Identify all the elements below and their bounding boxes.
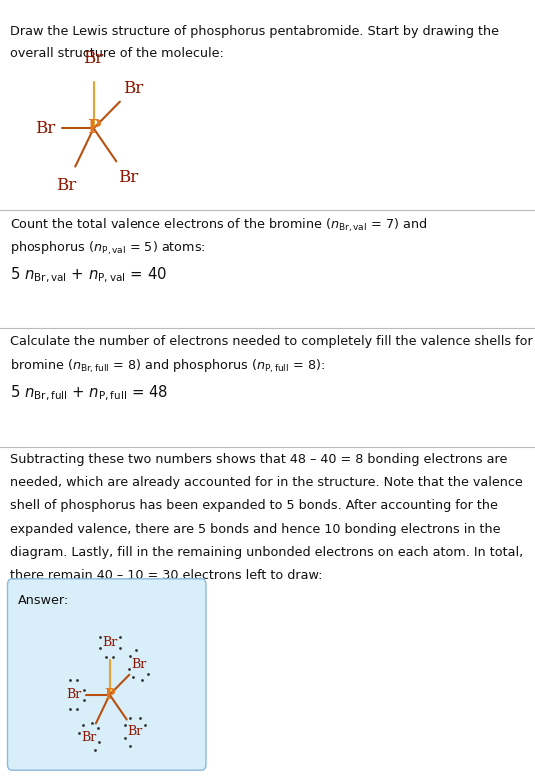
Text: Br: Br — [123, 79, 143, 96]
Text: Br: Br — [81, 731, 97, 744]
Text: overall structure of the molecule:: overall structure of the molecule: — [10, 47, 224, 60]
Text: phosphorus ($n_{\mathrm{P,val}}$ = 5) atoms:: phosphorus ($n_{\mathrm{P,val}}$ = 5) at… — [10, 240, 205, 257]
Text: 5 $n_{\mathrm{Br,full}}$ + $n_{\mathrm{P,full}}$ = 48: 5 $n_{\mathrm{Br,full}}$ + $n_{\mathrm{P… — [10, 384, 168, 403]
Text: Answer:: Answer: — [18, 594, 70, 608]
Text: needed, which are already accounted for in the structure. Note that the valence: needed, which are already accounted for … — [10, 476, 522, 489]
Text: Br: Br — [132, 658, 147, 671]
Text: P: P — [87, 119, 101, 138]
Text: Br: Br — [66, 689, 81, 701]
Text: 5 $n_{\mathrm{Br,val}}$ + $n_{\mathrm{P,val}}$ = 40: 5 $n_{\mathrm{Br,val}}$ + $n_{\mathrm{P,… — [10, 265, 166, 285]
Text: Br: Br — [83, 50, 104, 67]
Text: P: P — [104, 688, 115, 702]
Text: expanded valence, there are 5 bonds and hence 10 bonding electrons in the: expanded valence, there are 5 bonds and … — [10, 523, 500, 536]
Text: bromine ($n_{\mathrm{Br,full}}$ = 8) and phosphorus ($n_{\mathrm{P,full}}$ = 8):: bromine ($n_{\mathrm{Br,full}}$ = 8) and… — [10, 358, 325, 375]
Text: diagram. Lastly, fill in the remaining unbonded electrons on each atom. In total: diagram. Lastly, fill in the remaining u… — [10, 546, 523, 559]
Text: Subtracting these two numbers shows that 48 – 40 = 8 bonding electrons are: Subtracting these two numbers shows that… — [10, 453, 507, 466]
Text: Br: Br — [102, 636, 117, 649]
Text: Count the total valence electrons of the bromine ($n_{\mathrm{Br,val}}$ = 7) and: Count the total valence electrons of the… — [10, 216, 427, 233]
Text: there remain 40 – 10 = 30 electrons left to draw:: there remain 40 – 10 = 30 electrons left… — [10, 569, 322, 583]
Text: Br: Br — [35, 120, 56, 137]
Text: Draw the Lewis structure of phosphorus pentabromide. Start by drawing the: Draw the Lewis structure of phosphorus p… — [10, 25, 499, 38]
Text: Calculate the number of electrons needed to completely fill the valence shells f: Calculate the number of electrons needed… — [10, 335, 532, 348]
Text: Br: Br — [127, 725, 143, 738]
Text: Br: Br — [118, 170, 138, 187]
FancyBboxPatch shape — [7, 579, 206, 770]
Text: Br: Br — [56, 177, 76, 194]
Text: shell of phosphorus has been expanded to 5 bonds. After accounting for the: shell of phosphorus has been expanded to… — [10, 499, 498, 513]
